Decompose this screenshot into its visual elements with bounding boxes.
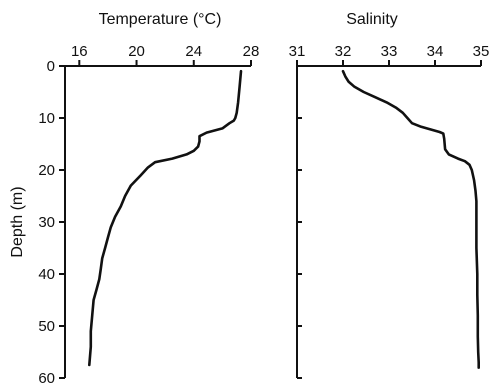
y-axis-title: Depth (m) xyxy=(9,186,26,257)
x-tick-label: 34 xyxy=(427,43,444,60)
x-axis-title: Temperature (°C) xyxy=(99,11,222,28)
y-tick-label: 40 xyxy=(38,266,55,283)
x-tick-label: 35 xyxy=(473,43,490,60)
chart-panel-1: 16 20 24 28 0 10 20 30 40 50 60 Temperature (°C) Dep… xyxy=(9,11,259,387)
y-tick-label: 30 xyxy=(38,214,55,231)
chart-panel-2: 31 32 33 34 35 Salinity xyxy=(289,11,490,379)
x-tick-label: 33 xyxy=(381,43,398,60)
x-tick-label: 16 xyxy=(71,43,88,60)
y-tick-label: 0 xyxy=(47,58,55,75)
x-tick-label: 31 xyxy=(289,43,306,60)
salinity-profile-line xyxy=(341,69,481,369)
x-tick-label: 20 xyxy=(128,43,145,60)
y-tick-label: 10 xyxy=(38,110,55,127)
y-tick-label: 50 xyxy=(38,318,55,335)
temperature-profile-line xyxy=(88,69,243,367)
x-tick-label: 28 xyxy=(243,43,260,60)
y-tick-label: 60 xyxy=(38,370,55,387)
x-tick-label: 24 xyxy=(185,43,202,60)
x-tick-label: 32 xyxy=(335,43,352,60)
x-axis-title: Salinity xyxy=(346,11,398,28)
y-tick-label: 20 xyxy=(38,162,55,179)
